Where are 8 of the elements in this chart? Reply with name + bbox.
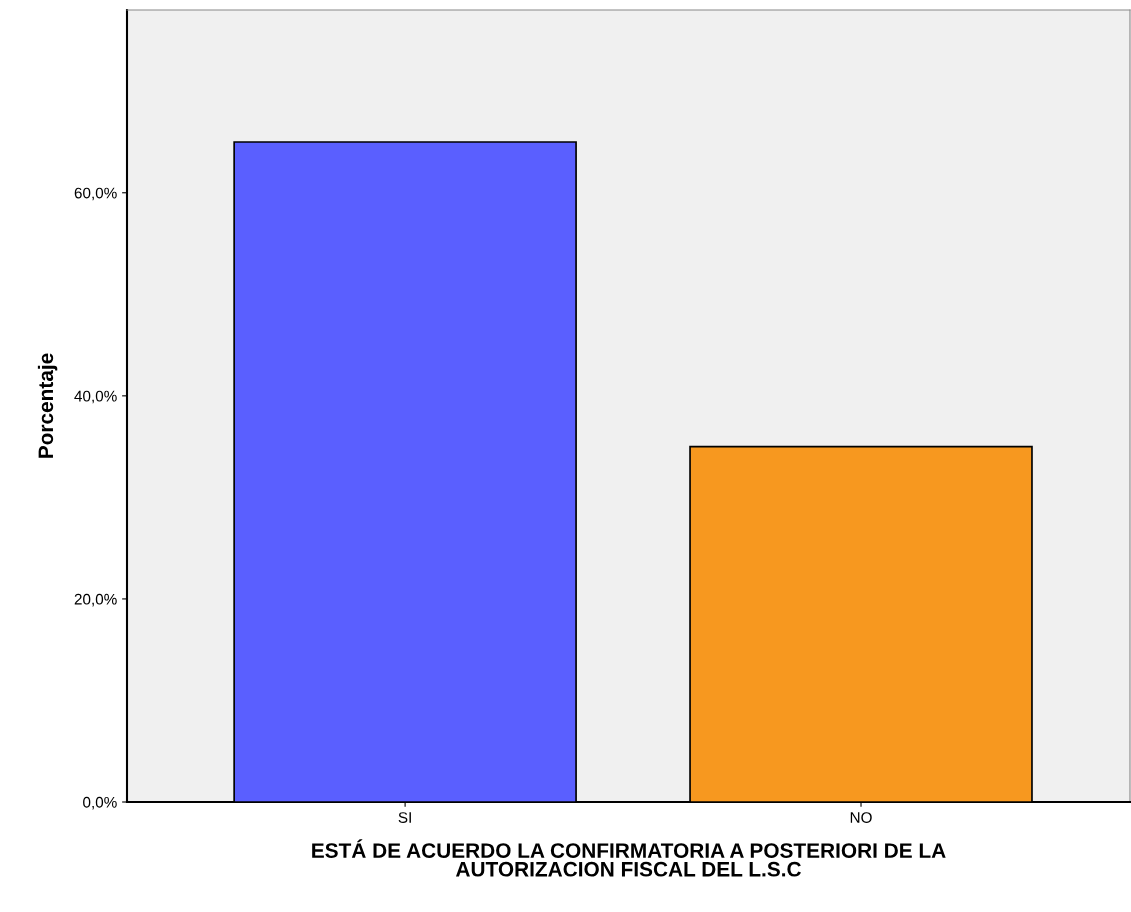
- y-tick-label: 60,0%: [74, 187, 117, 201]
- y-tick-label: 0,0%: [83, 796, 117, 810]
- x-tick-label: NO: [850, 812, 872, 823]
- y-tick-label: 40,0%: [74, 390, 117, 404]
- y-axis-title: Porcentaje: [37, 353, 58, 458]
- x-axis-title: ESTÁ DE ACUERDO LA CONFIRMATORIA A POSTERIORI DE LA AUTORIZACION FISCAL DEL L.S.C: [312, 839, 946, 877]
- y-tick-label: 20,0%: [74, 593, 117, 607]
- x-tick-label: SI: [398, 812, 411, 823]
